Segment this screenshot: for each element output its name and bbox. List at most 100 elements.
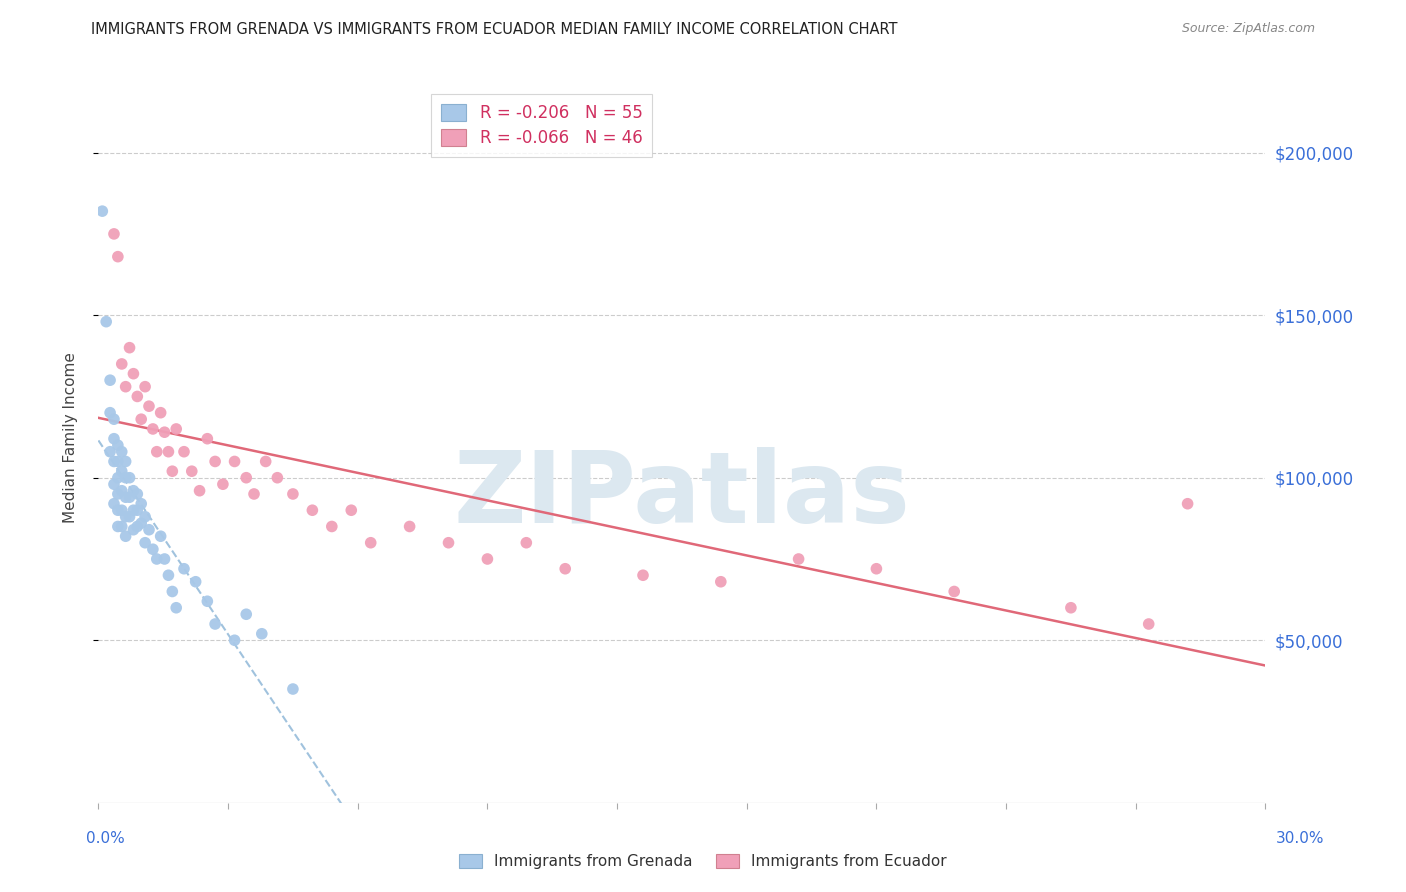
Point	[142, 422, 165, 436]
Point	[321, 519, 343, 533]
Point	[1060, 600, 1083, 615]
Text: 0.0%: 0.0%	[86, 831, 125, 846]
Point	[118, 471, 141, 485]
Point	[129, 412, 152, 426]
Text: ZIPatlas: ZIPatlas	[454, 447, 910, 544]
Point	[138, 523, 160, 537]
Point	[157, 444, 180, 458]
Point	[111, 464, 134, 478]
Point	[129, 516, 152, 531]
Point	[114, 490, 136, 504]
Point	[107, 438, 129, 452]
Point	[129, 497, 152, 511]
Point	[787, 552, 810, 566]
Point	[340, 503, 363, 517]
Point	[173, 562, 195, 576]
Point	[195, 432, 218, 446]
Point	[165, 422, 187, 436]
Point	[127, 503, 149, 517]
Point	[204, 454, 226, 468]
Point	[360, 535, 382, 549]
Point	[162, 464, 184, 478]
Point	[149, 406, 172, 420]
Point	[142, 542, 165, 557]
Point	[188, 483, 211, 498]
Point	[195, 594, 218, 608]
Point	[107, 519, 129, 533]
Point	[107, 503, 129, 517]
Point	[122, 523, 145, 537]
Point	[943, 584, 966, 599]
Point	[103, 497, 125, 511]
Point	[103, 432, 125, 446]
Point	[111, 483, 134, 498]
Point	[118, 509, 141, 524]
Point	[103, 454, 125, 468]
Point	[107, 454, 129, 468]
Point	[122, 503, 145, 517]
Point	[157, 568, 180, 582]
Point	[134, 535, 156, 549]
Point	[146, 552, 169, 566]
Point	[114, 529, 136, 543]
Point	[224, 633, 246, 648]
Point	[515, 535, 537, 549]
Point	[554, 562, 576, 576]
Point	[91, 204, 114, 219]
Point	[398, 519, 420, 533]
Y-axis label: Median Family Income: Median Family Income	[63, 351, 77, 523]
Point	[224, 454, 246, 468]
Point	[98, 444, 121, 458]
Point	[111, 444, 134, 458]
Point	[107, 487, 129, 501]
Point	[103, 227, 125, 241]
Point	[122, 367, 145, 381]
Point	[103, 412, 125, 426]
Legend: Immigrants from Grenada, Immigrants from Ecuador: Immigrants from Grenada, Immigrants from…	[453, 848, 953, 875]
Point	[1177, 497, 1199, 511]
Point	[281, 487, 304, 501]
Point	[146, 444, 169, 458]
Point	[165, 600, 187, 615]
Point	[111, 357, 134, 371]
Point	[301, 503, 323, 517]
Point	[1137, 617, 1160, 632]
Point	[212, 477, 235, 491]
Point	[235, 607, 257, 622]
Point	[865, 562, 887, 576]
Point	[173, 444, 195, 458]
Point	[111, 503, 134, 517]
Point	[162, 584, 184, 599]
Point	[153, 552, 176, 566]
Point	[107, 471, 129, 485]
Point	[138, 399, 160, 413]
Point	[134, 380, 156, 394]
Point	[111, 519, 134, 533]
Point	[153, 425, 176, 440]
Point	[631, 568, 654, 582]
Point	[107, 250, 129, 264]
Text: 30.0%: 30.0%	[1277, 831, 1324, 846]
Point	[134, 509, 156, 524]
Text: IMMIGRANTS FROM GRENADA VS IMMIGRANTS FROM ECUADOR MEDIAN FAMILY INCOME CORRELAT: IMMIGRANTS FROM GRENADA VS IMMIGRANTS FR…	[91, 22, 898, 37]
Point	[254, 454, 277, 468]
Point	[114, 471, 136, 485]
Point	[149, 529, 172, 543]
Point	[114, 380, 136, 394]
Point	[103, 477, 125, 491]
Point	[98, 373, 121, 387]
Point	[235, 471, 257, 485]
Point	[266, 471, 288, 485]
Point	[122, 483, 145, 498]
Point	[437, 535, 460, 549]
Point	[118, 490, 141, 504]
Point	[96, 315, 118, 329]
Point	[114, 454, 136, 468]
Point	[710, 574, 733, 589]
Point	[127, 519, 149, 533]
Point	[250, 626, 273, 640]
Point	[98, 406, 121, 420]
Point	[114, 509, 136, 524]
Point	[180, 464, 202, 478]
Legend: R = -0.206   N = 55, R = -0.066   N = 46: R = -0.206 N = 55, R = -0.066 N = 46	[432, 95, 652, 157]
